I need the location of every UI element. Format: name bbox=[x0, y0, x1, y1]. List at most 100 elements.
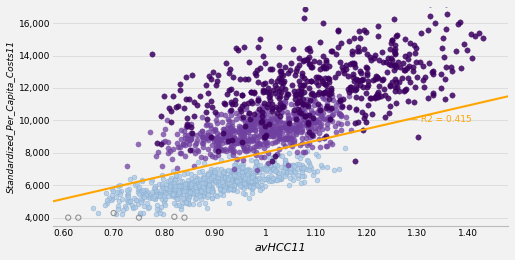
Point bbox=[307, 130, 315, 134]
Point bbox=[256, 37, 265, 41]
Point bbox=[279, 73, 287, 77]
Point bbox=[392, 34, 400, 38]
Point bbox=[239, 140, 247, 144]
Point bbox=[317, 94, 325, 98]
Point bbox=[245, 111, 253, 115]
Point bbox=[193, 133, 201, 137]
Point bbox=[354, 49, 363, 53]
Point bbox=[244, 126, 252, 130]
Point bbox=[165, 106, 173, 110]
Point bbox=[224, 123, 232, 127]
Point bbox=[240, 134, 248, 138]
Point bbox=[231, 130, 239, 134]
Point bbox=[217, 173, 226, 177]
Point bbox=[388, 38, 397, 42]
Point bbox=[274, 106, 283, 110]
Point bbox=[239, 131, 248, 135]
Point bbox=[139, 190, 147, 194]
Point bbox=[167, 157, 176, 161]
Point bbox=[268, 131, 277, 135]
Point bbox=[300, 83, 308, 87]
Point bbox=[194, 184, 202, 188]
Point bbox=[184, 194, 193, 199]
Point bbox=[261, 140, 269, 144]
Point bbox=[180, 197, 188, 202]
Point bbox=[298, 163, 306, 167]
Point bbox=[234, 129, 242, 133]
Point bbox=[254, 96, 262, 100]
Point bbox=[209, 169, 217, 173]
Point bbox=[165, 188, 173, 192]
Point bbox=[123, 192, 131, 197]
Point bbox=[185, 97, 194, 101]
Point bbox=[253, 101, 261, 105]
Point bbox=[253, 117, 261, 121]
Point bbox=[234, 170, 242, 174]
Point bbox=[299, 166, 307, 170]
Point bbox=[261, 61, 269, 65]
Point bbox=[213, 134, 221, 139]
Point bbox=[289, 178, 297, 182]
Point bbox=[124, 195, 132, 199]
Point bbox=[175, 203, 183, 207]
Point bbox=[213, 194, 221, 198]
Point bbox=[281, 125, 289, 129]
Point bbox=[232, 166, 241, 170]
Point bbox=[236, 107, 244, 111]
Point bbox=[471, 34, 479, 38]
Point bbox=[162, 118, 170, 122]
Point bbox=[327, 91, 335, 95]
Point bbox=[103, 198, 111, 202]
Point bbox=[140, 191, 148, 195]
Point bbox=[230, 183, 238, 187]
Point bbox=[177, 204, 185, 208]
Point bbox=[234, 166, 242, 171]
Point bbox=[212, 180, 220, 184]
Point bbox=[167, 186, 175, 191]
Point bbox=[280, 136, 288, 140]
Point bbox=[203, 193, 212, 197]
Point bbox=[379, 76, 387, 81]
Point bbox=[257, 120, 265, 125]
Point bbox=[372, 94, 380, 98]
Point bbox=[303, 120, 312, 124]
Point bbox=[184, 188, 193, 192]
Point bbox=[299, 102, 307, 106]
Point bbox=[386, 83, 394, 87]
Point bbox=[262, 169, 270, 173]
Point bbox=[134, 142, 142, 146]
Point bbox=[235, 138, 243, 142]
Point bbox=[176, 151, 184, 155]
Point bbox=[222, 61, 230, 65]
Point bbox=[190, 114, 198, 118]
Point bbox=[238, 185, 247, 189]
Point bbox=[270, 158, 279, 162]
Point bbox=[328, 141, 336, 146]
Point bbox=[256, 66, 264, 70]
Point bbox=[219, 127, 228, 131]
Point bbox=[245, 137, 253, 141]
Point bbox=[188, 188, 197, 193]
Point bbox=[390, 77, 399, 81]
Point bbox=[265, 95, 273, 99]
Point bbox=[305, 121, 314, 125]
Point bbox=[354, 78, 362, 82]
Point bbox=[150, 187, 159, 191]
Point bbox=[304, 126, 312, 130]
Point bbox=[310, 59, 318, 63]
Point bbox=[237, 163, 245, 167]
Point bbox=[230, 149, 238, 153]
Point bbox=[328, 119, 336, 123]
Point bbox=[187, 192, 196, 196]
Point bbox=[130, 175, 139, 179]
Point bbox=[235, 178, 243, 182]
Point bbox=[187, 181, 195, 186]
Point bbox=[169, 181, 178, 185]
Point bbox=[250, 127, 259, 132]
Point bbox=[239, 130, 247, 134]
Point bbox=[295, 63, 303, 67]
Point bbox=[206, 170, 214, 174]
Point bbox=[213, 112, 221, 116]
Point bbox=[135, 184, 144, 188]
Point bbox=[193, 180, 201, 184]
